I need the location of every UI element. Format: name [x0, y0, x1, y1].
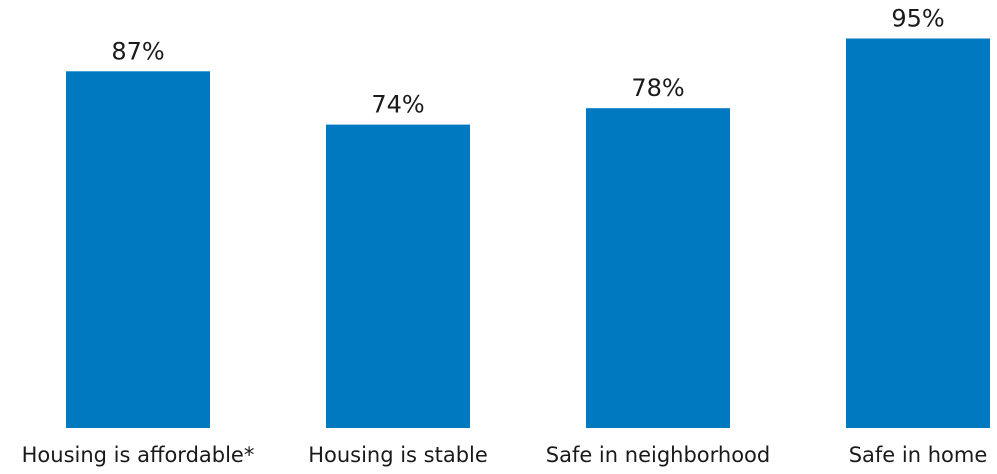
category-label-safe-in-neighborhood: Safe in neighborhood	[546, 443, 771, 467]
bars-group	[66, 38, 990, 429]
bar-housing-is-affordable	[66, 71, 210, 429]
bar-housing-is-stable	[326, 124, 470, 428]
data-labels-group: 87% 74% 78% 95%	[111, 5, 944, 119]
category-label-housing-is-affordable: Housing is affordable*	[22, 443, 255, 467]
data-label-safe-in-neighborhood: 78%	[631, 74, 684, 102]
bar-safe-in-home	[846, 38, 990, 428]
data-label-housing-is-affordable: 87%	[111, 37, 164, 65]
bar-safe-in-neighborhood	[586, 108, 730, 428]
data-label-safe-in-home: 95%	[891, 5, 944, 33]
data-label-housing-is-stable: 74%	[371, 91, 424, 119]
category-label-safe-in-home: Safe in home	[849, 443, 988, 467]
category-label-housing-is-stable: Housing is stable	[308, 443, 488, 467]
category-labels-group: Housing is affordable* Housing is stable S…	[22, 443, 988, 467]
